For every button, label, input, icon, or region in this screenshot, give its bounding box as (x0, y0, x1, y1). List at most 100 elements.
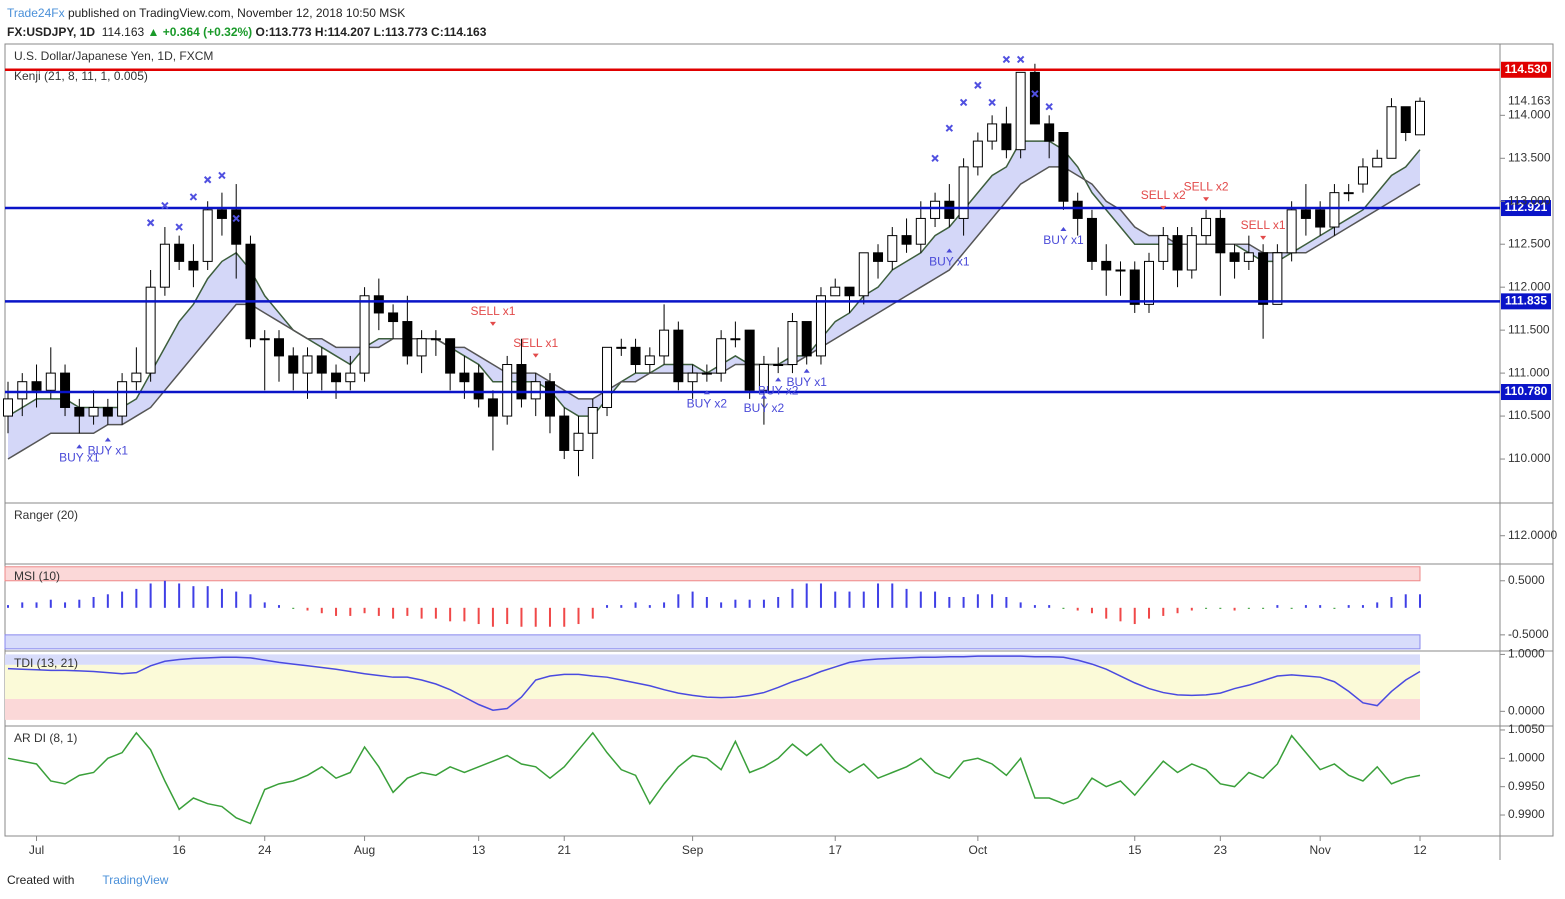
msi-bar (1148, 607, 1151, 619)
msi-bar (1062, 607, 1065, 609)
candle-body (887, 235, 898, 262)
ohlc: L:113.773 (373, 25, 428, 39)
msi-bar (1205, 607, 1208, 609)
footer: Created with TradingView (7, 873, 168, 887)
x-tick-label: 21 (558, 843, 572, 857)
msi-bar (734, 599, 737, 608)
signal-cross (203, 176, 212, 184)
signal-cross (931, 154, 939, 162)
msi-bar (1347, 605, 1350, 608)
zone (5, 654, 1420, 665)
msi-bar (320, 607, 323, 614)
msi-bar (220, 588, 223, 608)
candle-body (744, 329, 755, 391)
msi-bar (335, 607, 338, 616)
candle-body (1272, 252, 1283, 305)
msi-bar (135, 588, 138, 608)
signal-cross (945, 124, 954, 132)
msi-bar (306, 607, 309, 611)
signal-arrow (803, 368, 810, 373)
y-tick-label: 112.000 (1508, 279, 1551, 293)
signal-label: BUY x1 (929, 255, 970, 269)
signal-label: BUY x2 (758, 384, 799, 398)
pane-title: U.S. Dollar/Japanese Yen, 1D, FXCM (14, 49, 213, 63)
candle-body (416, 338, 427, 357)
msi-bar (292, 607, 295, 609)
level-tag (1501, 293, 1551, 310)
candle-body (1101, 260, 1112, 271)
x-tick-label: Oct (969, 843, 988, 857)
candle-body (1343, 192, 1354, 195)
signal-arrow (1203, 197, 1210, 202)
last-price-label: 114.163 (1508, 93, 1551, 107)
candle-body (1001, 123, 1012, 151)
signal-arrow (703, 390, 710, 395)
candle-body (131, 372, 142, 383)
candle-body (174, 243, 185, 262)
ohlc: C:114.163 (431, 25, 487, 39)
msi-bar (634, 602, 637, 608)
msi-bar (149, 583, 152, 608)
candle-body (972, 140, 983, 168)
msi-bar (648, 605, 651, 608)
signal-label: BUY x1 (59, 451, 100, 465)
signal-label: BUY x2 (687, 396, 728, 410)
candle-body (915, 217, 926, 245)
signal-cross (218, 171, 226, 180)
msi-bar (121, 591, 124, 608)
msi-bar (1262, 607, 1265, 609)
msi-bar (606, 605, 609, 608)
change: ▲ +0.364 (+0.32%) (147, 25, 253, 39)
candle-body (659, 329, 670, 357)
signal-label: SELL x1 (513, 336, 558, 350)
msi-bar (249, 594, 252, 608)
author: Trade24Fx (7, 6, 65, 20)
x-tick-label: 12 (1413, 843, 1427, 857)
candle-body (815, 295, 826, 357)
candle-body (3, 398, 13, 417)
upper-zone (4, 566, 1421, 582)
y-tick-label: 1.0000 (1508, 750, 1545, 764)
signal-label: SELL x1 (1241, 218, 1286, 232)
msi-bar (463, 607, 466, 622)
msi-bar (548, 607, 551, 627)
signal-label: SELL x2 (1141, 188, 1186, 202)
msi-bar (449, 607, 452, 622)
candle-body (873, 252, 884, 262)
candle-body (316, 355, 327, 374)
msi-bar (349, 607, 352, 616)
y-tick-label: 113.500 (1508, 150, 1551, 164)
y-tick-label: 111.500 (1508, 322, 1550, 336)
msi-bar (691, 591, 694, 608)
candle-body (1115, 269, 1126, 272)
brand[interactable]: TradingView (102, 873, 169, 887)
y-tick-label: 111.000 (1508, 365, 1550, 379)
candle-body (102, 406, 113, 417)
x-tick-label: Nov (1309, 843, 1330, 857)
level-label: 110.780 (1505, 384, 1548, 398)
candle-body (1129, 269, 1140, 305)
candle-body (17, 381, 28, 400)
msi-bar (762, 599, 765, 608)
candle-body (587, 406, 598, 434)
y-tick-label: -0.5000 (1508, 627, 1549, 641)
candle-body (1158, 235, 1169, 262)
signal-label: BUY x2 (744, 401, 785, 415)
x-tick-label: 15 (1128, 843, 1142, 857)
candle-body (402, 321, 413, 357)
msi-bar (1005, 596, 1008, 608)
msi-bar (1019, 602, 1022, 608)
candle-body (459, 372, 470, 383)
x-tick-label: Sep (682, 843, 704, 857)
msi-bar (206, 586, 209, 608)
msi-bar (919, 591, 922, 608)
x-tick-label: Aug (354, 843, 375, 857)
candle-body (830, 286, 841, 297)
candle-body (74, 406, 85, 417)
candle-body (445, 338, 456, 374)
msi-bar (1090, 607, 1093, 614)
symbol: FX:USDJPY, 1D (7, 25, 96, 39)
header-line: FX:USDJPY, 1D 114.163 ▲ +0.364 (+0.32%) … (7, 23, 486, 42)
